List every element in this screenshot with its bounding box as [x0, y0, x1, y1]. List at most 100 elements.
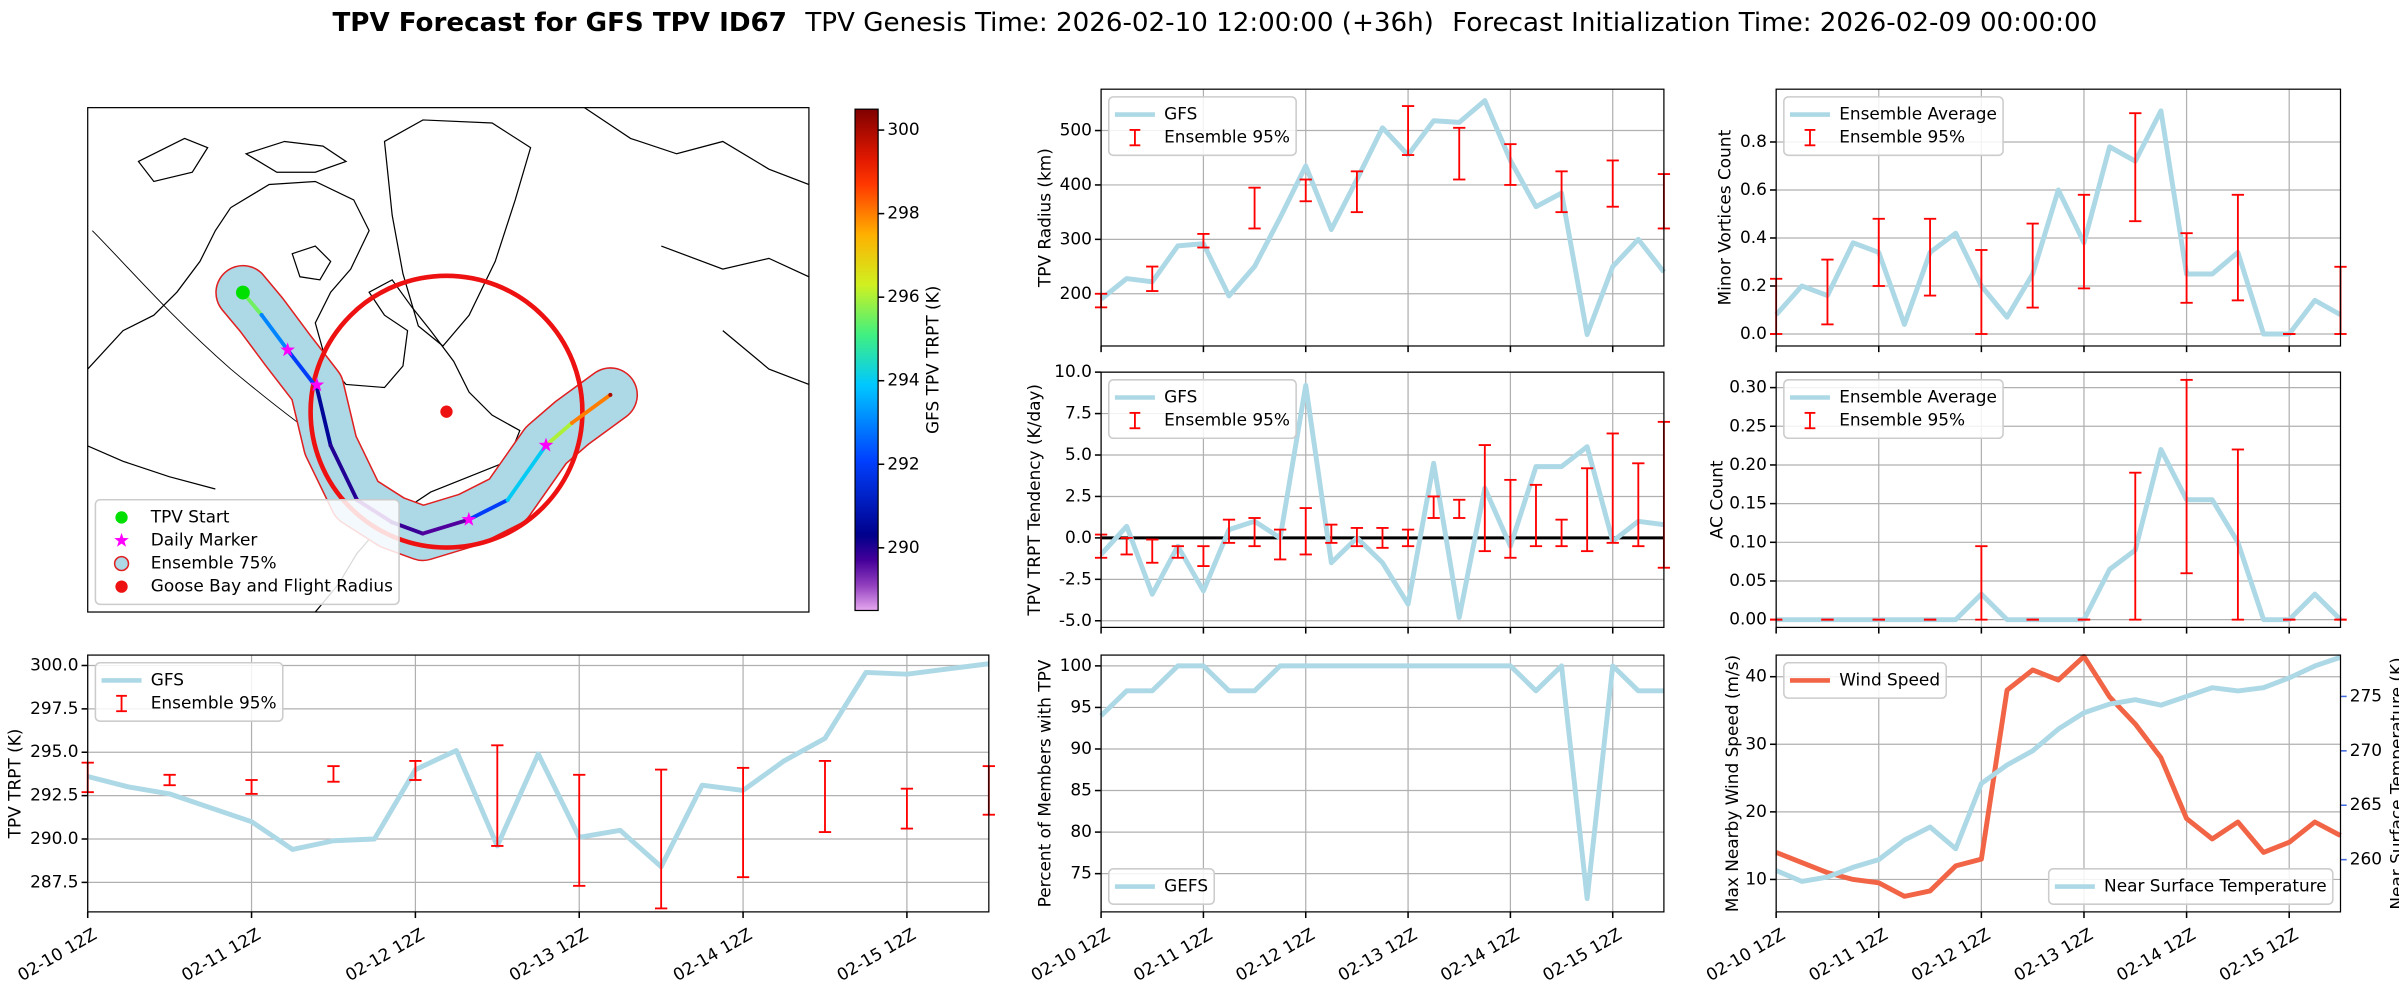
y-tick-label: 0.20	[1729, 454, 1767, 474]
legend-box	[94, 661, 284, 722]
y-tick-label: 287.5	[30, 871, 78, 891]
colorbar-tick-label: 300	[887, 119, 919, 139]
figure-title: TPV Forecast for GFS TPV ID67 TPV Genesis…	[332, 8, 2097, 38]
y-tick-label: 300.0	[30, 654, 78, 674]
legend-label: Ensemble Average	[1839, 387, 1997, 407]
legend: Near Surface Temperature	[2047, 868, 2334, 905]
y-tick-label: 0.05	[1729, 570, 1767, 590]
y-tick-label: 20	[1745, 801, 1767, 821]
tpv-start	[235, 285, 250, 300]
track-segment	[314, 385, 333, 448]
y-tick-label: 0.6	[1740, 179, 1767, 199]
y-tick-label: 0.2	[1740, 275, 1767, 295]
y-tick-label: 292.5	[30, 785, 78, 805]
legend-marker	[114, 532, 129, 547]
y-tick-label: 300	[1060, 228, 1092, 248]
legend-label: Ensemble 75%	[151, 553, 277, 573]
track-segment	[420, 517, 471, 536]
legend-marker	[115, 511, 128, 524]
daily-marker	[538, 437, 554, 452]
x-tick-label: 02-15 12Z	[833, 924, 919, 982]
legend-label: Ensemble 95%	[1839, 127, 1965, 147]
legend-label: Near Surface Temperature	[2104, 876, 2327, 896]
y-tick-label: 0.8	[1740, 131, 1767, 151]
legend: GFS Ensemble 95%	[1108, 379, 1297, 440]
title-genesis: TPV Genesis Time: 2026-02-10 12:00:00 (+…	[804, 8, 1434, 38]
plot-frame	[1775, 654, 2342, 913]
track-point	[328, 443, 333, 448]
daily-marker	[280, 342, 295, 357]
colorbar	[854, 108, 879, 612]
x-tick-label: 02-13 12Z	[2010, 924, 2096, 982]
series-line	[1775, 653, 2342, 899]
y-tick-label: 0.4	[1740, 227, 1767, 247]
series-line	[87, 661, 990, 870]
colorbar-tick-label: 290	[887, 537, 919, 557]
x-tick-label: 02-13 12Z	[506, 924, 592, 982]
track-segment	[544, 420, 574, 448]
y-tick-label: 10	[1745, 868, 1767, 888]
y-tick-label: 80	[1070, 821, 1092, 841]
y-tick-label: 400	[1060, 174, 1092, 194]
y-tick-label: 290.0	[30, 828, 78, 848]
x-tick-label: 02-15 12Z	[2216, 924, 2302, 982]
y-tick-label: 0.30	[1729, 377, 1767, 397]
track-point	[420, 531, 425, 536]
x-tick-label: 02-10 12Z	[1027, 924, 1113, 982]
x-tick-label: 02-11 12Z	[1805, 924, 1891, 982]
y-axis-label: Max Nearby Wind Speed (m/s)	[1722, 655, 1742, 912]
legend-label: Ensemble 95%	[1839, 410, 1965, 430]
y-axis-label: Percent of Members with TPV	[1035, 659, 1055, 907]
legend: Wind Speed	[1783, 661, 1947, 699]
track-segment	[259, 313, 290, 352]
x-tick-label: 02-14 12Z	[1437, 924, 1523, 982]
legend-label: Wind Speed	[1839, 669, 1940, 689]
y-axis-label: AC Count	[1707, 460, 1727, 539]
track-segment	[285, 348, 319, 390]
track-point	[608, 392, 613, 397]
y-tick-label: 95	[1070, 696, 1092, 716]
legend-box	[1783, 96, 2004, 157]
legend: GFS Ensemble 95%	[94, 661, 284, 722]
track-point	[259, 312, 264, 317]
legend-label: TPV Start	[150, 506, 230, 526]
track-segment	[505, 443, 548, 502]
plot-frame	[1775, 88, 2342, 347]
legend-box	[94, 498, 400, 606]
y-tick-label: 0.10	[1729, 531, 1767, 551]
daily-marker	[309, 377, 325, 392]
track-segment	[328, 443, 359, 502]
x-tick-label: 02-10 12Z	[1702, 924, 1788, 982]
x-tick-label: 02-11 12Z	[178, 924, 264, 982]
map-frame	[87, 107, 810, 613]
y-tick-label: 0.0	[1065, 527, 1092, 547]
legend-label: Ensemble 95%	[151, 693, 277, 713]
legend-label: Ensemble Average	[1839, 104, 1997, 124]
y-tick-label: 5.0	[1065, 444, 1092, 464]
y-tick-label: -2.5	[1059, 568, 1092, 588]
legend-label: Ensemble 95%	[1164, 410, 1290, 430]
y-tick-label: 297.5	[30, 698, 78, 718]
y-tick-label: 0.0	[1740, 323, 1767, 343]
legend-marker	[113, 555, 130, 572]
y2-axis-label: Near Surface Temperature (K)	[2386, 657, 2399, 909]
legend-marker	[115, 580, 128, 593]
legend-box	[1783, 661, 1947, 699]
legend-label: GFS	[1164, 104, 1197, 124]
plot-frame	[87, 654, 990, 913]
legend-label: GFS	[1164, 387, 1197, 407]
legend: Ensemble Average Ensemble 95%	[1783, 96, 2004, 157]
y-tick-label: 200	[1060, 283, 1092, 303]
legend-box	[1783, 379, 2004, 440]
x-tick-label: 02-13 12Z	[1334, 924, 1420, 982]
y2-tick-label: 265	[2350, 794, 2382, 814]
legend: TPV Start Daily Marker Ensemble 75% Goose B…	[94, 498, 400, 606]
legend: Ensemble Average Ensemble 95%	[1783, 379, 2004, 440]
plot-frame	[1100, 88, 1665, 347]
y-tick-label: -5.0	[1059, 610, 1092, 630]
title-main: TPV Forecast for GFS TPV ID67	[332, 8, 786, 38]
y-axis-label: TPV TRPT Tendency (K/day)	[1024, 384, 1044, 617]
series-line	[1099, 382, 1665, 620]
x-tick-label: 02-12 12Z	[342, 924, 428, 982]
y-tick-label: 0.15	[1729, 493, 1767, 513]
